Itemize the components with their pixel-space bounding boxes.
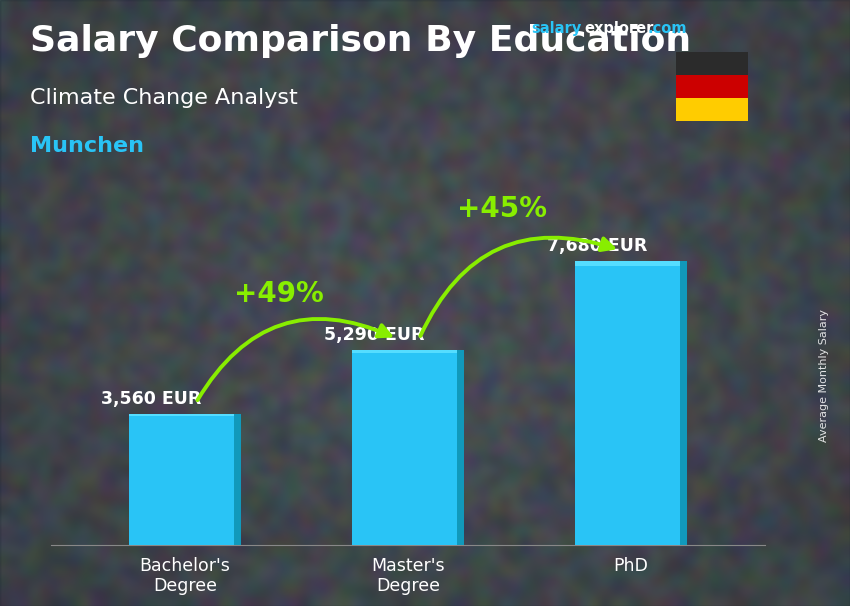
Text: .com: .com xyxy=(648,21,687,36)
Bar xyxy=(352,350,457,545)
Bar xyxy=(129,414,234,416)
Text: 7,680 EUR: 7,680 EUR xyxy=(547,238,648,255)
Text: salary: salary xyxy=(531,21,581,36)
Text: Climate Change Analyst: Climate Change Analyst xyxy=(30,88,297,108)
Bar xyxy=(676,98,748,121)
Bar xyxy=(352,350,457,353)
Bar xyxy=(457,350,464,545)
Bar xyxy=(680,261,687,545)
Text: +45%: +45% xyxy=(456,196,547,224)
Text: +49%: +49% xyxy=(234,280,324,308)
Text: Average Monthly Salary: Average Monthly Salary xyxy=(819,309,829,442)
Text: 5,290 EUR: 5,290 EUR xyxy=(325,326,425,344)
Bar xyxy=(676,52,748,75)
Bar xyxy=(234,414,241,545)
Bar xyxy=(575,261,680,545)
Bar xyxy=(676,75,748,98)
Bar xyxy=(129,414,234,545)
Bar xyxy=(575,261,680,267)
Text: explorer: explorer xyxy=(584,21,654,36)
Text: Munchen: Munchen xyxy=(30,136,144,156)
Text: Salary Comparison By Education: Salary Comparison By Education xyxy=(30,24,691,58)
Text: 3,560 EUR: 3,560 EUR xyxy=(101,390,201,408)
